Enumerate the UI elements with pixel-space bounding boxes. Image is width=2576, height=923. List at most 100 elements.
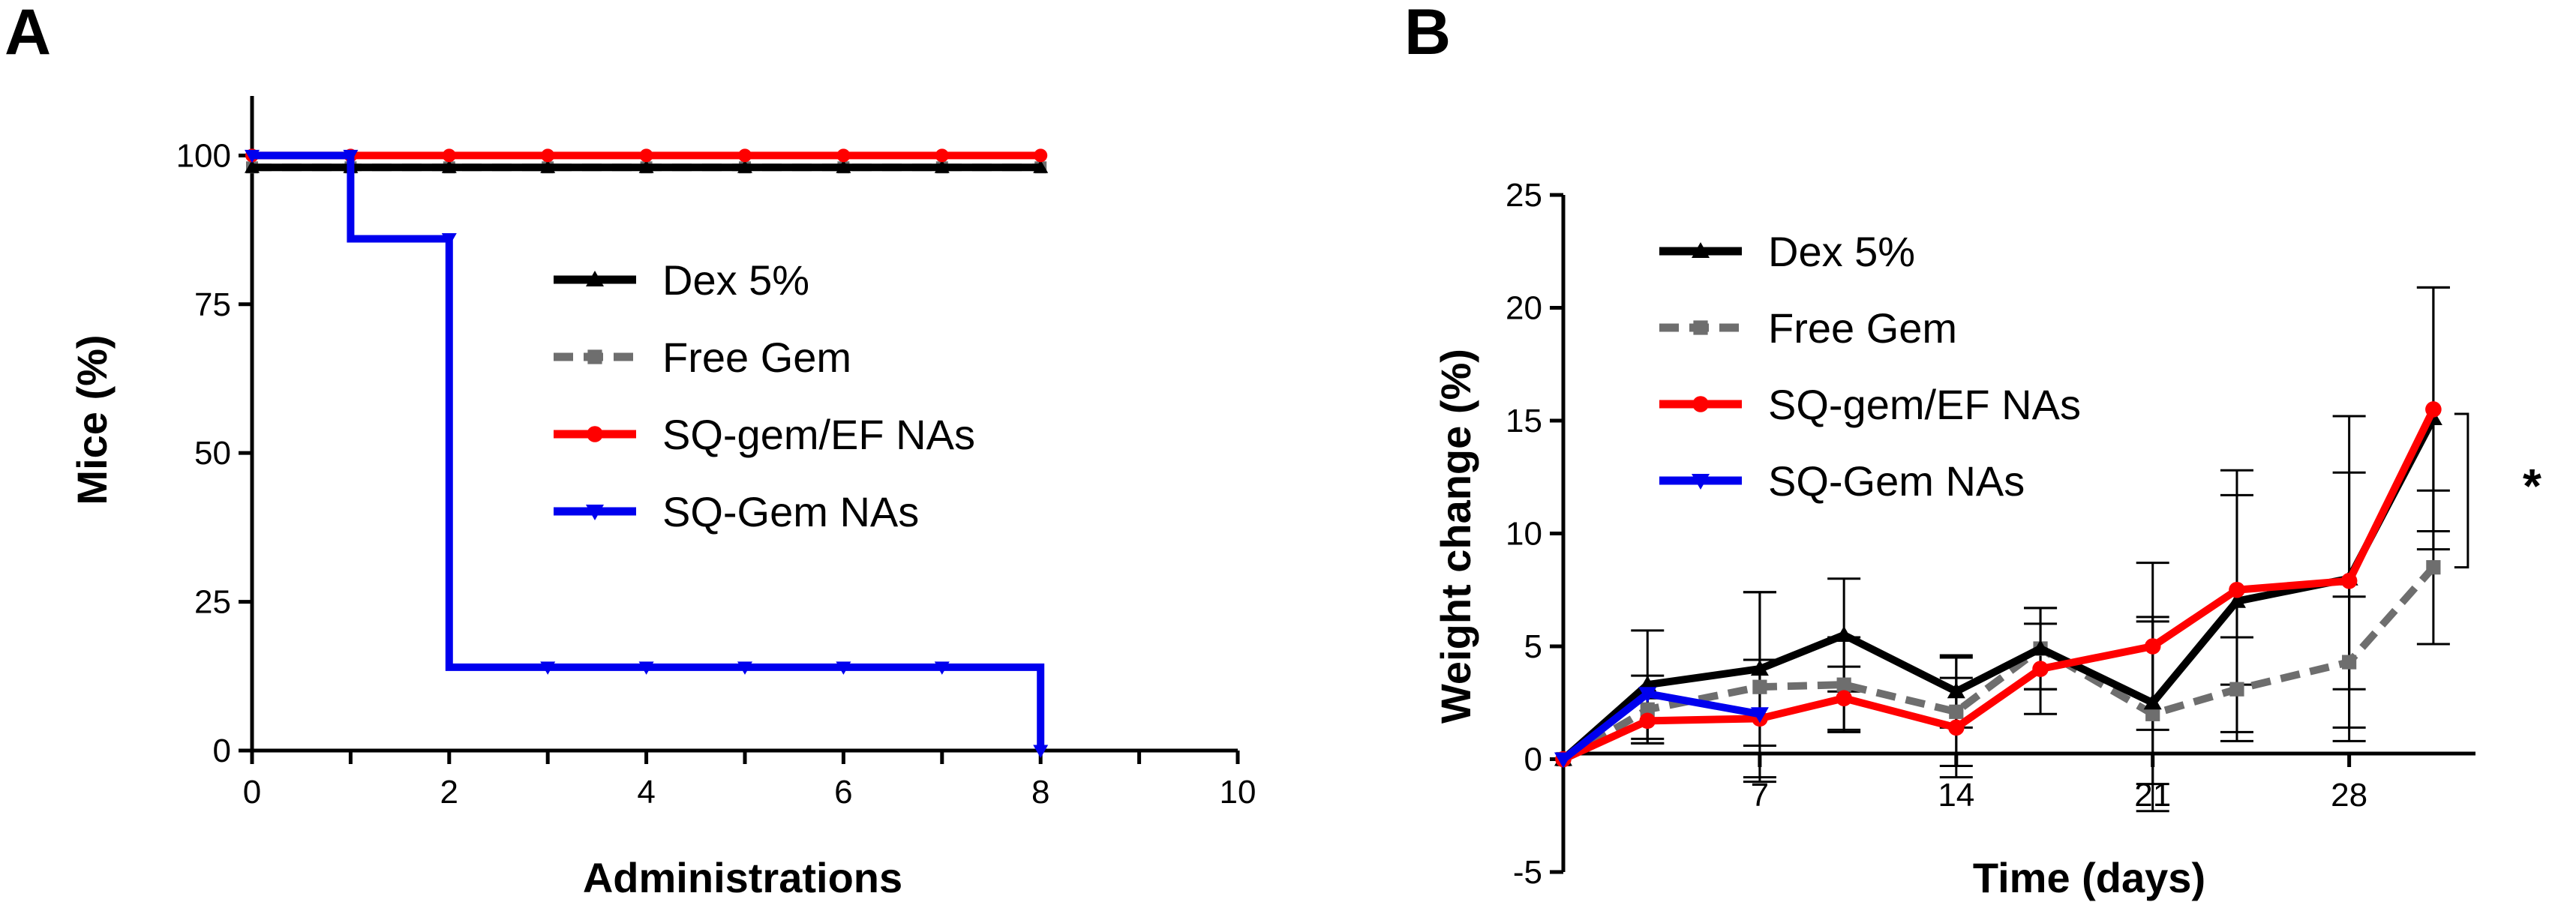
legend-label-dex: Dex 5% [1768,228,1915,275]
panel-a-legend: Dex 5% Free Gem SQ-gem/EF NAs SQ-Gem NAs [554,256,975,535]
series-line-dex [1560,416,2437,763]
point-sq_gem [1638,687,1657,703]
legend-marker-dex [586,271,604,286]
series-line-free_gem [1561,565,2436,763]
series-line-sq_gem [252,151,1045,751]
legend-marker-sq_gem [586,505,604,520]
y-tick-label: 25 [1506,177,1542,214]
legend-marker-free_gem [1693,320,1708,335]
x-tick-label: 0 [243,774,261,811]
legend-marker-free_gem [587,349,602,364]
legend-label-sq_gem_ef: SQ-gem/EF NAs [662,411,975,458]
y-tick-label: 100 [176,137,231,174]
panel-b-series [1554,286,2469,813]
point-dex [836,160,851,173]
legend-label-sq_gem: SQ-Gem NAs [662,488,919,535]
point-dex [1033,160,1049,173]
panel-b-letter: B [1404,0,1451,68]
point-dex [934,160,950,173]
point-dex [441,160,457,173]
legend-label-free_gem: Free Gem [662,334,851,381]
x-tick-label: 6 [834,774,852,811]
point-sq_gem_ef [1034,148,1048,163]
y-tick-label: 15 [1506,403,1542,439]
point-sq_gem [836,661,851,675]
legend-label-dex: Dex 5% [662,256,809,304]
point-free_gem [2426,560,2441,575]
point-dex [1947,682,1965,699]
point-sq_gem_ef [2425,401,2442,418]
point-sq_gem_ef [1639,712,1656,730]
panel-a-series [245,148,1049,758]
legend-label-free_gem: Free Gem [1768,304,1957,352]
point-sq_gem [1033,745,1049,758]
point-sq_gem_ef [935,148,949,163]
point-sq_gem [343,149,359,163]
y-tick-label: 10 [1506,516,1542,553]
panel-a-y-axis-title: Mice (%) [68,334,116,505]
point-sq_gem_ef [738,148,752,163]
point-sq_gem_ef [639,148,653,163]
x-tick-label: 10 [1220,774,1256,811]
point-free_gem [2145,706,2160,721]
point-sq_gem_ef [2144,638,2161,655]
point-dex [638,160,654,173]
point-sq_gem [638,661,654,675]
panel-a: A 0 25 50 75 100 0 2 4 6 8 10 Mice (%) Administrat… [5,0,1256,901]
point-sq_gem [441,232,457,247]
point-free_gem [1836,677,1851,692]
panel-b-x-axis-title: Time (days) [1973,854,2205,901]
y-tick-label: 0 [1524,742,1542,778]
point-sq_gem_ef [2032,661,2049,677]
panel-b-legend: Dex 5% Free Gem SQ-gem/EF NAs SQ-Gem NAs [1659,228,2081,505]
point-sq_gem [934,661,950,675]
x-tick-label: 8 [1031,774,1049,811]
point-sq_gem_ef [541,148,555,163]
panel-a-axes: 0 25 50 75 100 0 2 4 6 8 10 [176,96,1256,811]
panel-a-x-axis-title: Administrations [583,854,902,901]
y-tick-label: 20 [1506,290,1542,327]
point-sq_gem_ef [2340,572,2358,589]
point-sq_gem_ef [836,148,851,163]
point-sq_gem [1554,752,1572,769]
x-tick-label: 2 [440,774,458,811]
point-sq_gem_ef [1836,690,1852,707]
point-dex [1835,625,1854,642]
x-tick-label: 7 [1751,777,1769,814]
x-tick-label: 4 [637,774,655,811]
y-tick-label: 25 [194,584,231,621]
point-sq_gem_ef [1948,719,1965,736]
point-sq_gem [1750,707,1769,724]
point-dex [245,160,260,173]
point-sq_gem [737,661,752,675]
point-free_gem [2229,682,2244,697]
point-sq_gem_ef [2229,581,2245,598]
x-tick-label: 14 [1938,777,1974,814]
y-tick-label: 5 [1524,628,1542,665]
legend-marker-sq_gem [1692,474,1710,490]
x-tick-label: 28 [2331,777,2367,814]
significance-asterisk: * [2523,459,2541,513]
point-free_gem [1640,702,1655,717]
legend-marker-dex [1692,242,1710,258]
point-free_gem [2342,655,2357,670]
legend-label-sq_gem: SQ-Gem NAs [1768,457,2025,505]
point-dex [2143,694,2162,710]
point-dex [2227,592,2246,608]
legend-label-sq_gem_ef: SQ-gem/EF NAs [1768,381,2081,428]
point-dex [2031,640,2050,656]
y-tick-label: 0 [213,733,231,769]
point-sq_gem [245,149,260,163]
significance-bracket [2454,412,2469,569]
legend-marker-sq_gem_ef [587,426,603,442]
y-tick-label: 75 [194,286,231,323]
legend-marker-sq_gem_ef [1692,396,1709,412]
panel-a-letter: A [5,0,51,68]
point-free_gem [1949,704,1964,719]
point-dex [1750,660,1769,676]
y-tick-label: -5 [1513,854,1542,891]
y-tick-label: 50 [194,435,231,472]
